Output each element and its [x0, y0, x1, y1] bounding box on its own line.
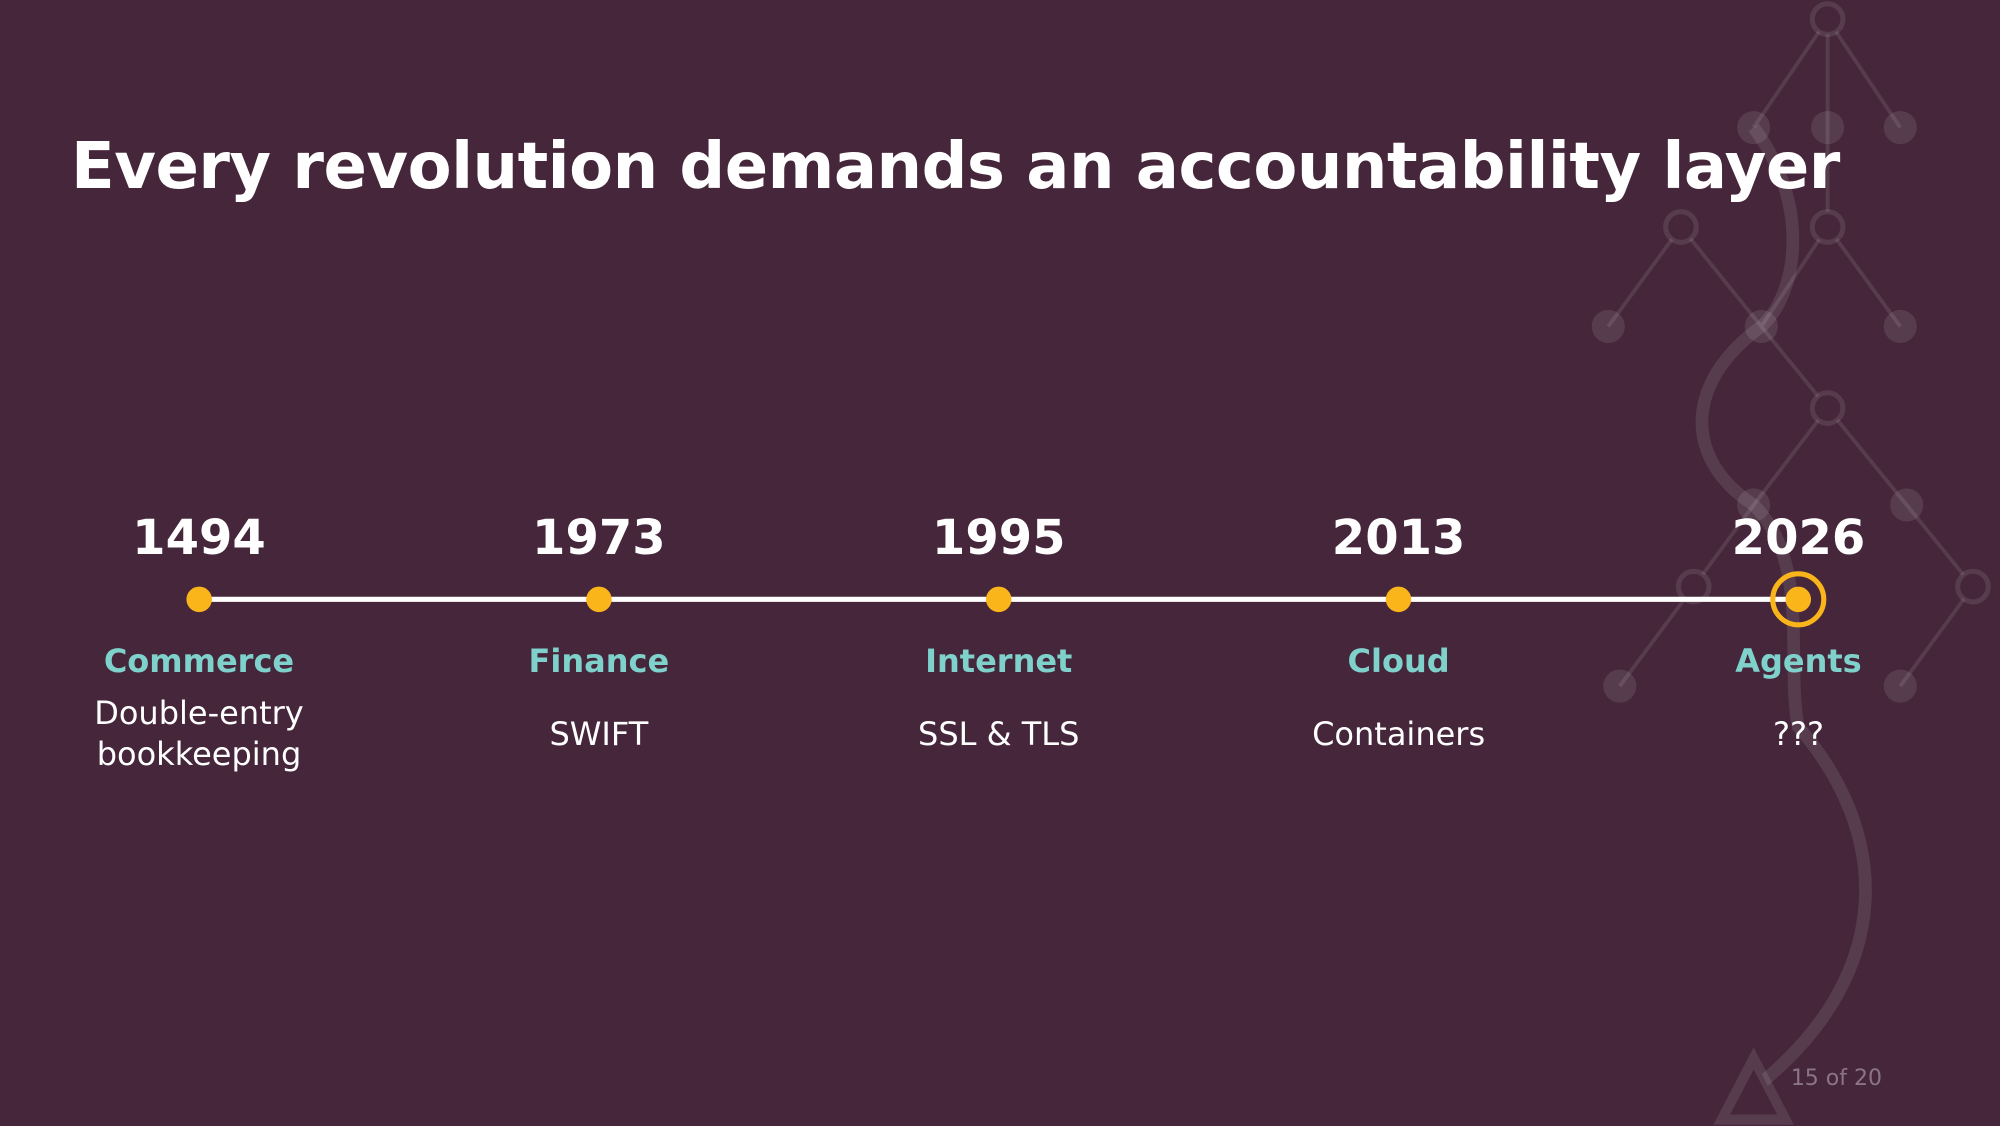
- timeline-category: Agents: [1735, 642, 1862, 680]
- timeline-description: Double-entry bookkeeping: [94, 694, 304, 773]
- timeline-year: 1973: [532, 510, 666, 566]
- timeline-category: Finance: [528, 642, 670, 680]
- timeline-description: SSL & TLS: [918, 714, 1080, 753]
- timeline-category: Commerce: [103, 642, 295, 680]
- title: Every revolution demands an accountabili…: [71, 130, 1840, 204]
- timeline-year: 2026: [1731, 510, 1866, 566]
- timeline-dot: [985, 586, 1012, 613]
- timeline-category: Cloud: [1347, 642, 1450, 680]
- timeline-description: ???: [1772, 714, 1824, 753]
- timeline-dot: [1785, 586, 1812, 613]
- timeline-description: Containers: [1312, 714, 1486, 753]
- page-number: 15 of 20: [1790, 1066, 1882, 1091]
- timeline-year: 1494: [132, 510, 266, 566]
- timeline-dot: [586, 586, 612, 613]
- timeline-year: 2013: [1331, 510, 1466, 566]
- timeline-dot: [186, 586, 212, 613]
- timeline: [186, 571, 1827, 628]
- current-ring: [1770, 571, 1827, 628]
- timeline-description: SWIFT: [549, 714, 649, 753]
- timeline-dot: [1385, 586, 1412, 613]
- timeline-year: 1995: [931, 510, 1066, 566]
- timeline-category: Internet: [925, 642, 1073, 680]
